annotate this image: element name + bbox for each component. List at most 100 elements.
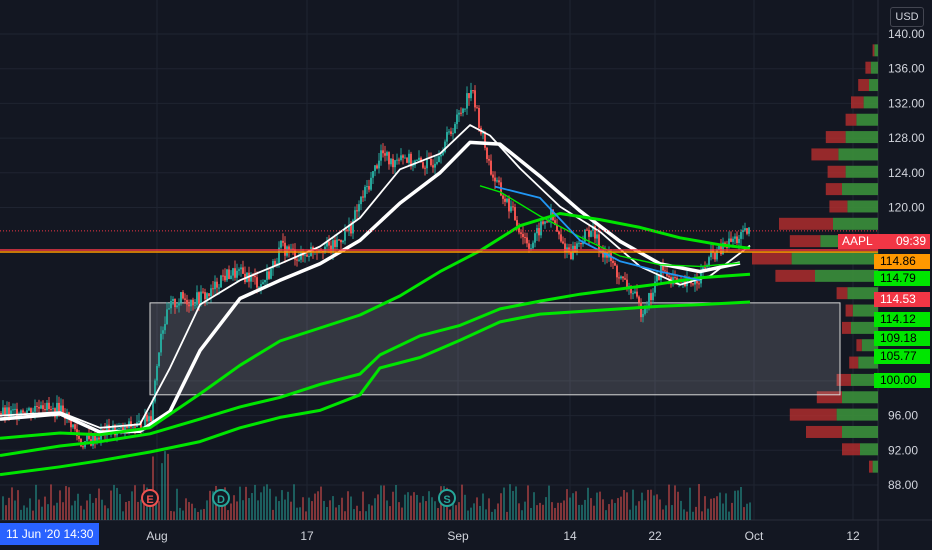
- volume-bar: [545, 497, 547, 520]
- candle-body: [204, 292, 206, 300]
- volume-bar: [605, 510, 607, 520]
- candle-body: [748, 227, 750, 234]
- volume-bar: [275, 496, 277, 520]
- volume-bar: [599, 491, 601, 520]
- candle-body: [706, 265, 708, 268]
- candle-body: [70, 417, 72, 428]
- candle-body: [564, 243, 566, 252]
- volume-bar: [104, 505, 106, 520]
- volume-bar: [209, 490, 211, 520]
- candle-body: [632, 293, 634, 295]
- candle-body: [346, 229, 348, 231]
- candle-body: [512, 206, 514, 208]
- volume-bar: [479, 505, 481, 520]
- volume-bar: [674, 485, 676, 520]
- candle-body: [16, 408, 18, 418]
- candle-body: [98, 437, 100, 440]
- volume-bar: [101, 499, 103, 520]
- candle-body: [2, 407, 4, 415]
- event-marker-e[interactable]: E: [141, 489, 159, 507]
- volume-bar: [590, 498, 592, 520]
- candle-body: [478, 107, 480, 128]
- candle-body: [524, 237, 526, 239]
- volume-bar: [38, 499, 40, 520]
- volume-bar: [473, 503, 475, 520]
- candle-body: [542, 221, 544, 224]
- candle-body: [550, 209, 552, 220]
- volume-profile-buy: [847, 287, 878, 300]
- candle-body: [474, 90, 476, 108]
- volume-bar: [719, 492, 721, 520]
- volume-bar: [656, 494, 658, 520]
- candle-body: [326, 241, 328, 247]
- candle-body: [408, 153, 410, 163]
- volume-bar: [626, 492, 628, 520]
- volume-profile-sell: [789, 235, 821, 248]
- candle-body: [26, 410, 28, 415]
- volume-bar: [254, 484, 256, 520]
- volume-bar: [86, 500, 88, 520]
- volume-bar: [548, 485, 550, 520]
- candle-body: [152, 401, 154, 422]
- volume-bar: [539, 502, 541, 520]
- candle-body: [388, 152, 390, 165]
- volume-bar: [68, 487, 70, 520]
- candle-body: [206, 293, 208, 300]
- candle-body: [224, 275, 226, 281]
- currency-label[interactable]: USD: [890, 7, 924, 27]
- candle-body: [540, 221, 542, 236]
- volume-bar: [242, 500, 244, 520]
- event-marker-d[interactable]: D: [212, 489, 230, 507]
- volume-bar: [74, 500, 76, 520]
- price-level-tag: 114.12: [874, 312, 930, 327]
- candle-body: [498, 180, 500, 183]
- candle-body: [486, 147, 488, 160]
- candle-body: [260, 284, 262, 288]
- volume-bar: [98, 488, 100, 520]
- candle-body: [594, 226, 596, 239]
- candle-body: [656, 274, 658, 282]
- candle-body: [570, 251, 572, 260]
- candle-body: [728, 238, 730, 248]
- candle-body: [738, 238, 740, 244]
- candle-body: [578, 242, 580, 244]
- volume-bar: [647, 489, 649, 520]
- volume-bar: [383, 485, 385, 520]
- volume-bar: [137, 501, 139, 520]
- volume-profile-sell: [816, 391, 842, 404]
- volume-profile-sell: [872, 44, 875, 57]
- candle-body: [332, 240, 334, 253]
- candle-body: [340, 239, 342, 243]
- volume-bar: [2, 496, 4, 520]
- volume-bar: [116, 487, 118, 520]
- candle-body: [598, 234, 600, 250]
- volume-bar: [677, 491, 679, 520]
- volume-profile-buy: [856, 113, 878, 126]
- volume-bar: [515, 486, 517, 520]
- volume-bar: [458, 502, 460, 520]
- candle-body: [44, 409, 46, 411]
- volume-bar: [455, 505, 457, 520]
- volume-bar: [563, 500, 565, 520]
- candle-body: [456, 114, 458, 125]
- volume-bar: [326, 507, 328, 520]
- candle-body: [198, 292, 200, 304]
- volume-profile-sell: [811, 148, 839, 161]
- candle-body: [704, 267, 706, 269]
- volume-bar: [509, 484, 511, 520]
- candle-body: [296, 259, 298, 261]
- volume-bar: [593, 505, 595, 520]
- volume-profile-buy: [872, 460, 878, 473]
- volume-profile-sell: [836, 287, 848, 300]
- candle-body: [526, 237, 528, 244]
- candle-body: [78, 436, 80, 439]
- candle-body: [576, 243, 578, 252]
- volume-bar: [680, 500, 682, 520]
- candle-body: [192, 299, 194, 306]
- event-marker-s[interactable]: S: [438, 489, 456, 507]
- candle-body: [714, 252, 716, 260]
- moving-average-line: [0, 272, 751, 457]
- candle-body: [398, 159, 400, 161]
- volume-profile-sell: [829, 200, 848, 213]
